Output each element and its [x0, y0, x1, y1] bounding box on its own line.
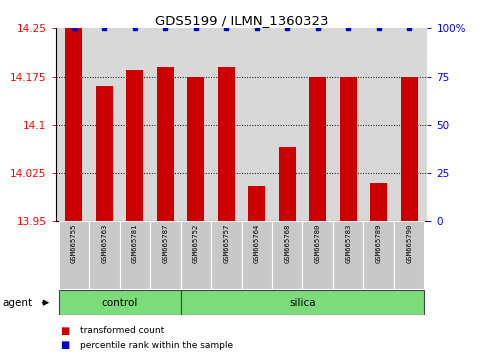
- Text: ■: ■: [60, 340, 70, 350]
- Bar: [340, 76, 356, 221]
- Bar: [370, 183, 387, 221]
- Text: GSM665781: GSM665781: [132, 223, 138, 263]
- Bar: [181, 290, 425, 315]
- Bar: [211, 221, 242, 289]
- Bar: [187, 76, 204, 221]
- Text: GSM665764: GSM665764: [254, 223, 260, 263]
- Bar: [89, 221, 120, 289]
- Bar: [66, 28, 82, 221]
- Text: ■: ■: [60, 326, 70, 336]
- Text: control: control: [101, 298, 138, 308]
- Text: GSM665763: GSM665763: [101, 223, 107, 263]
- Bar: [150, 221, 181, 289]
- Bar: [127, 70, 143, 221]
- Text: GSM665783: GSM665783: [345, 223, 351, 263]
- Text: GSM665787: GSM665787: [162, 223, 168, 263]
- Bar: [58, 290, 181, 315]
- Text: GSM665768: GSM665768: [284, 223, 290, 263]
- Text: GSM665757: GSM665757: [223, 223, 229, 263]
- Bar: [96, 86, 113, 221]
- Title: GDS5199 / ILMN_1360323: GDS5199 / ILMN_1360323: [155, 14, 328, 27]
- Text: percentile rank within the sample: percentile rank within the sample: [80, 341, 233, 350]
- Bar: [157, 67, 174, 221]
- Bar: [272, 221, 302, 289]
- Text: GSM665752: GSM665752: [193, 223, 199, 263]
- Bar: [279, 147, 296, 221]
- Bar: [394, 221, 425, 289]
- Bar: [302, 221, 333, 289]
- Text: GSM665780: GSM665780: [315, 223, 321, 263]
- Bar: [58, 221, 89, 289]
- Bar: [333, 221, 363, 289]
- Bar: [181, 221, 211, 289]
- Text: agent: agent: [2, 298, 32, 308]
- Text: transformed count: transformed count: [80, 326, 164, 336]
- Bar: [242, 221, 272, 289]
- Text: GSM665755: GSM665755: [71, 223, 77, 263]
- Bar: [309, 76, 326, 221]
- Bar: [120, 221, 150, 289]
- Text: GSM665789: GSM665789: [376, 223, 382, 263]
- Bar: [248, 186, 265, 221]
- Text: silica: silica: [289, 298, 316, 308]
- Bar: [401, 76, 417, 221]
- Text: GSM665790: GSM665790: [406, 223, 412, 263]
- Bar: [218, 67, 235, 221]
- Bar: [363, 221, 394, 289]
